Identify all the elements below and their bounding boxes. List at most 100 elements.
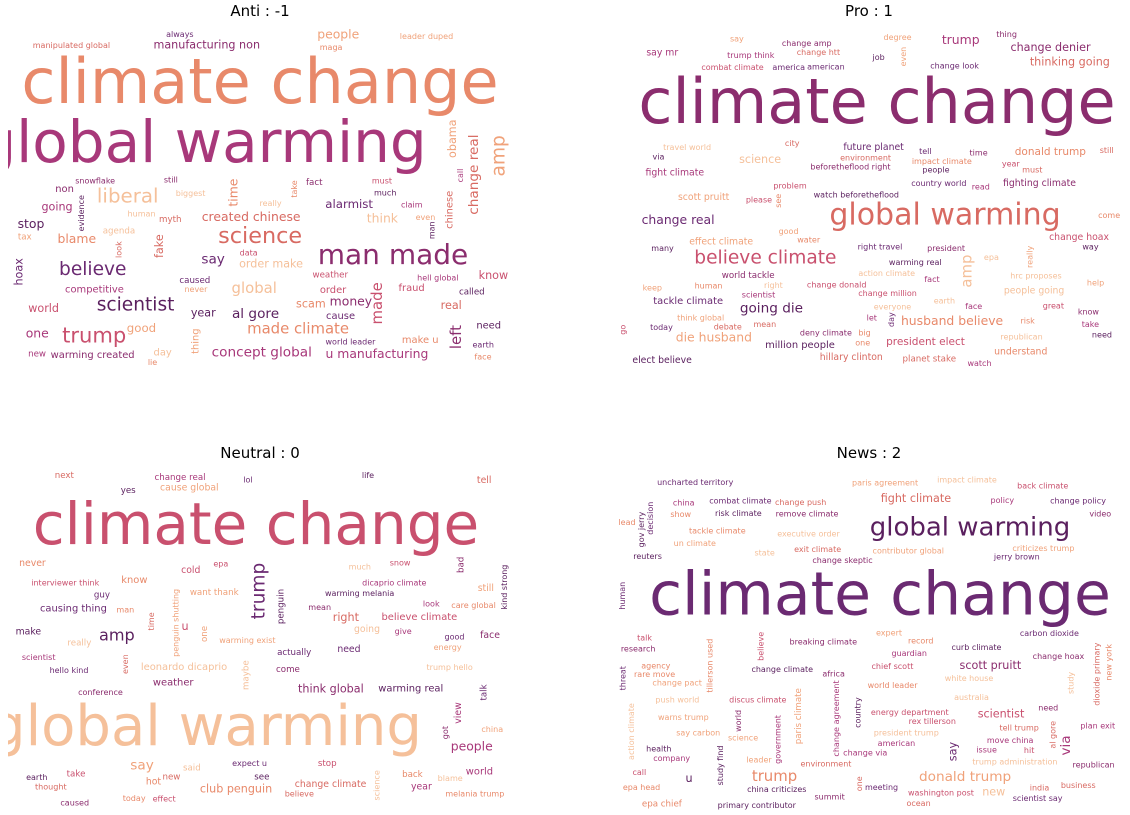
cloud-word: contributor global bbox=[873, 547, 944, 556]
cloud-word: scientist bbox=[22, 653, 56, 662]
cloud-word: time bbox=[147, 612, 156, 630]
cloud-word: cause bbox=[326, 311, 355, 322]
cloud-word: never bbox=[19, 558, 46, 569]
cloud-word: science bbox=[739, 153, 781, 166]
cloud-word: hell global bbox=[417, 273, 458, 282]
cloud-word: watch bbox=[967, 359, 991, 368]
cloud-word: come bbox=[1098, 211, 1120, 220]
cloud-word: made bbox=[368, 282, 386, 324]
cloud-word: world bbox=[466, 766, 493, 777]
cloud-word: science bbox=[372, 770, 381, 800]
cloud-word: year bbox=[1002, 159, 1021, 168]
cloud-word: america bbox=[772, 63, 805, 72]
word-cloud-svg: climate change global warming trump amp say c… bbox=[8, 471, 509, 807]
cloud-word: face bbox=[965, 302, 982, 311]
cloud-word: lie bbox=[148, 358, 157, 367]
cloud-word: global warming bbox=[8, 108, 427, 176]
cloud-word: move china bbox=[987, 736, 1034, 745]
cloud-word: care global bbox=[451, 601, 496, 610]
cloud-word: fight climate bbox=[881, 492, 952, 505]
cloud-word: change skeptic bbox=[812, 556, 872, 565]
cloud-word: donald trump bbox=[919, 769, 1011, 785]
cloud-word: left bbox=[447, 325, 465, 349]
cloud-word: president bbox=[927, 244, 965, 253]
cloud-word: right travel bbox=[858, 243, 903, 252]
cloud-word: elect believe bbox=[632, 355, 692, 366]
cloud-word: human bbox=[128, 210, 156, 219]
cloud-word: change climate bbox=[295, 779, 367, 790]
cloud-word: trump administration bbox=[972, 758, 1057, 767]
cloud-word: trump bbox=[62, 322, 126, 347]
cloud-word: time bbox=[226, 179, 241, 207]
cloud-word: mean bbox=[753, 320, 776, 329]
cloud-word: people going bbox=[1004, 285, 1065, 296]
cloud-word: planet stake bbox=[903, 355, 957, 365]
cloud-word: one bbox=[855, 338, 870, 347]
cloud-word: believe bbox=[285, 790, 314, 799]
cloud-word: concept global bbox=[212, 344, 312, 360]
cloud-word: leader bbox=[746, 755, 772, 764]
cloud-word: tell bbox=[919, 147, 932, 156]
cloud-word: good bbox=[779, 227, 799, 236]
cloud-word: yes bbox=[121, 486, 136, 496]
cloud-word: change agreement bbox=[832, 680, 841, 756]
cloud-word: must bbox=[372, 177, 392, 186]
cloud-word: debate bbox=[714, 322, 742, 331]
cloud-word: man bbox=[116, 605, 134, 614]
cloud-word: american bbox=[807, 63, 845, 72]
cloud-word: cold bbox=[181, 565, 200, 576]
cloud-word: causing thing bbox=[40, 603, 107, 614]
cloud-word: change via bbox=[843, 749, 887, 758]
cloud-word: need bbox=[337, 644, 360, 655]
cloud-word: problem bbox=[773, 182, 806, 191]
cloud-word: scott pruitt bbox=[678, 192, 730, 203]
cloud-word: combat climate bbox=[701, 63, 763, 72]
cloud-word: way bbox=[1082, 243, 1099, 252]
cloud-word: made climate bbox=[247, 319, 349, 337]
panel-title: News : 2 bbox=[836, 444, 902, 462]
cloud-word: obama bbox=[446, 119, 459, 157]
cloud-word: impact climate bbox=[937, 475, 997, 484]
cloud-word: combat climate bbox=[709, 496, 771, 505]
cloud-word: scientist bbox=[978, 707, 1025, 720]
panel-news: News : 2 climate change global warming don… bbox=[615, 444, 1123, 812]
cloud-word: myth bbox=[159, 215, 181, 225]
cloud-word: lol bbox=[243, 475, 252, 484]
cloud-word: hillary clinton bbox=[820, 352, 883, 363]
cloud-word: claim bbox=[401, 201, 423, 210]
cloud-word: bad bbox=[456, 557, 466, 573]
cloud-word: issue bbox=[976, 745, 997, 754]
cloud-word: come bbox=[276, 665, 300, 675]
cloud-word: push world bbox=[655, 695, 699, 704]
cloud-word: today bbox=[123, 794, 146, 803]
cloud-word: conference bbox=[78, 688, 123, 697]
cloud-word: one bbox=[26, 326, 49, 341]
cloud-word: make bbox=[16, 627, 42, 638]
word-cloud-news: climate change global warming donald trump… bbox=[615, 468, 1123, 812]
cloud-word: executive order bbox=[777, 530, 840, 539]
cloud-word: beforetheflood right bbox=[810, 162, 890, 171]
cloud-word: chinese bbox=[445, 191, 456, 229]
cloud-word: data bbox=[240, 248, 258, 257]
cloud-word: science bbox=[728, 734, 758, 743]
cloud-word: scientist bbox=[742, 290, 775, 299]
cloud-word: impact climate bbox=[912, 157, 972, 166]
cloud-word: keep bbox=[643, 284, 662, 293]
cloud-word: human bbox=[618, 582, 627, 610]
cloud-word: president elect bbox=[886, 336, 965, 348]
cloud-word: manufacturing non bbox=[153, 39, 260, 52]
cloud-word: washington post bbox=[908, 788, 974, 797]
cloud-word: new bbox=[162, 772, 180, 782]
cloud-word: tell trump bbox=[999, 724, 1038, 733]
cloud-word: look bbox=[114, 241, 123, 258]
cloud-word: amp bbox=[958, 255, 976, 288]
cloud-word: scam bbox=[296, 297, 326, 310]
cloud-word: say carbon bbox=[676, 728, 720, 737]
cloud-word: hot bbox=[146, 777, 162, 788]
cloud-word: global warming bbox=[8, 694, 422, 759]
cloud-word: water bbox=[797, 236, 821, 245]
cloud-word: future planet bbox=[843, 142, 904, 153]
cloud-word: al gore bbox=[1049, 721, 1058, 749]
cloud-word: ocean bbox=[906, 799, 930, 808]
cloud-word: world leader bbox=[868, 681, 919, 690]
